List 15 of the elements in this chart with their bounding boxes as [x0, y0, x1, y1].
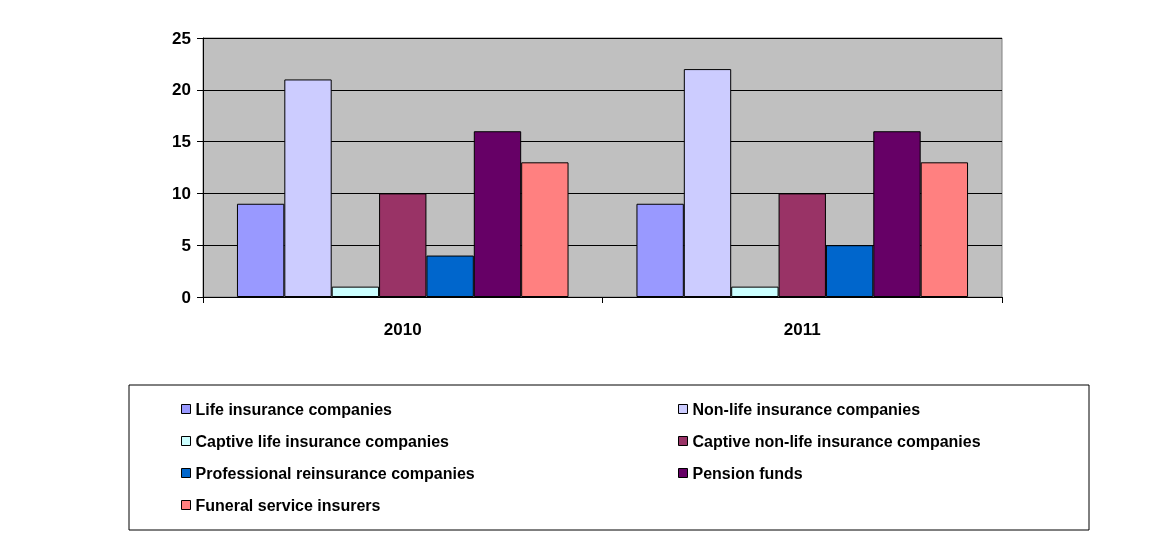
x-tick-label: 2010 [383, 320, 422, 339]
legend-label: Non-life insurance companies [692, 400, 921, 418]
legend-label: Professional reinsurance companies [195, 464, 475, 482]
legend-label: Funeral service insurers [195, 496, 381, 514]
legend-label: Pension funds [692, 464, 803, 482]
y-tick-label: 5 [181, 235, 191, 255]
y-tick-label: 25 [172, 28, 191, 48]
y-tick-label: 0 [181, 287, 191, 307]
legend-label: Captive life insurance companies [195, 432, 450, 450]
x-tick-label: 2011 [783, 320, 821, 339]
y-tick-label: 20 [172, 80, 191, 100]
y-tick-label: 10 [172, 183, 191, 203]
legend-label: Life insurance companies [195, 400, 393, 418]
legend-label: Captive non-life insurance companies [692, 432, 981, 450]
y-tick-label: 15 [172, 132, 191, 152]
